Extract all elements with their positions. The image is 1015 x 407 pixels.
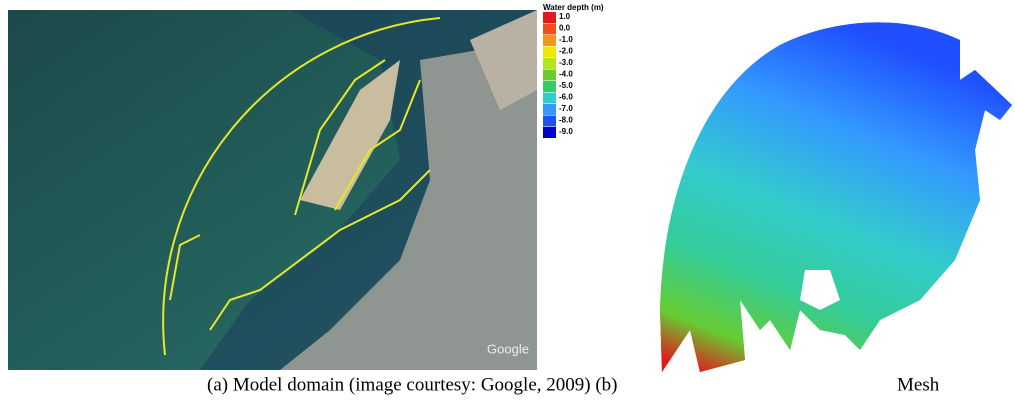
legend: Water depth (m) 1.0 0.0 -1.0 -2.0 -3.0 -4.0 -5… bbox=[543, 3, 604, 138]
legend-label: -4.0 bbox=[559, 70, 573, 79]
legend-swatch bbox=[543, 58, 556, 69]
legend-swatch bbox=[543, 104, 556, 115]
figure: Google Water depth (m) 1.0 0.0 -1.0 -2.0 -3.… bbox=[0, 0, 1015, 402]
legend-label: -5.0 bbox=[559, 81, 573, 90]
legend-label: -1.0 bbox=[559, 35, 573, 44]
legend-swatch bbox=[543, 93, 556, 104]
legend-label: -2.0 bbox=[559, 47, 573, 56]
legend-label: -7.0 bbox=[559, 104, 573, 113]
legend-swatch bbox=[543, 24, 556, 35]
legend-swatch bbox=[543, 47, 556, 58]
caption-right: Mesh bbox=[897, 374, 940, 395]
legend-swatch bbox=[543, 116, 556, 127]
legend-swatch bbox=[543, 12, 556, 23]
legend-label: -9.0 bbox=[559, 127, 573, 136]
caption-left: (a) Model domain (image courtesy: Google… bbox=[207, 374, 618, 395]
legend-swatch bbox=[543, 35, 556, 46]
legend-swatch bbox=[543, 81, 556, 92]
legend-title: Water depth (m) bbox=[543, 3, 604, 12]
legend-label: 1.0 bbox=[559, 12, 571, 21]
legend-label: 0.0 bbox=[559, 24, 571, 33]
legend-swatch bbox=[543, 70, 556, 81]
legend-label: -8.0 bbox=[559, 116, 573, 125]
legend-label: -6.0 bbox=[559, 93, 573, 102]
legend-label: -3.0 bbox=[559, 58, 573, 67]
satellite-image: Google bbox=[8, 10, 537, 370]
watermark: Google bbox=[487, 341, 529, 356]
mesh-image bbox=[660, 22, 1012, 372]
legend-swatch bbox=[543, 127, 556, 138]
